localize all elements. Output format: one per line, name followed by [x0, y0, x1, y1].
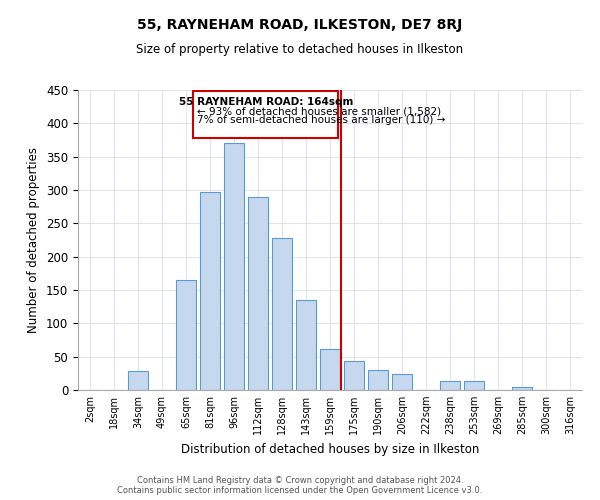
- Text: Size of property relative to detached houses in Ilkeston: Size of property relative to detached ho…: [136, 42, 464, 56]
- Bar: [440, 380, 460, 390]
- Bar: [296, 300, 316, 390]
- Bar: [368, 370, 388, 390]
- Bar: [464, 380, 484, 390]
- Bar: [320, 348, 340, 390]
- Text: ← 93% of detached houses are smaller (1,582): ← 93% of detached houses are smaller (1,…: [197, 106, 441, 116]
- Bar: [512, 386, 532, 390]
- Text: 7% of semi-detached houses are larger (110) →: 7% of semi-detached houses are larger (1…: [197, 114, 445, 124]
- Bar: [344, 362, 364, 390]
- Bar: [128, 372, 148, 390]
- Text: 55, RAYNEHAM ROAD, ILKESTON, DE7 8RJ: 55, RAYNEHAM ROAD, ILKESTON, DE7 8RJ: [137, 18, 463, 32]
- Bar: [392, 374, 412, 390]
- Y-axis label: Number of detached properties: Number of detached properties: [28, 147, 40, 333]
- Bar: [200, 192, 220, 390]
- Text: Contains public sector information licensed under the Open Government Licence v3: Contains public sector information licen…: [118, 486, 482, 495]
- Bar: [176, 280, 196, 390]
- Bar: [224, 144, 244, 390]
- FancyBboxPatch shape: [193, 92, 338, 138]
- X-axis label: Distribution of detached houses by size in Ilkeston: Distribution of detached houses by size …: [181, 442, 479, 456]
- Bar: [272, 238, 292, 390]
- Bar: [248, 196, 268, 390]
- Text: 55 RAYNEHAM ROAD: 164sqm: 55 RAYNEHAM ROAD: 164sqm: [179, 96, 353, 106]
- Text: Contains HM Land Registry data © Crown copyright and database right 2024.: Contains HM Land Registry data © Crown c…: [137, 476, 463, 485]
